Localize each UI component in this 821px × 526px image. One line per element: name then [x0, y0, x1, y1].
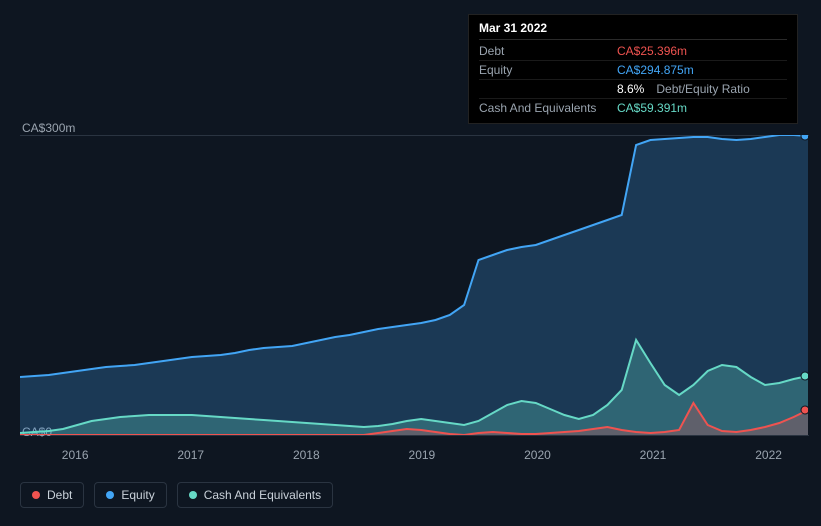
legend-item-cash-and-equivalents[interactable]: Cash And Equivalents: [177, 482, 333, 508]
tooltip-row-label: Equity: [479, 63, 609, 77]
tooltip-row-label: Cash And Equivalents: [479, 101, 609, 115]
x-axis-label: 2018: [293, 448, 320, 462]
tooltip-row-value: CA$25.396m: [617, 44, 687, 58]
chart-legend: Debt Equity Cash And Equivalents: [20, 482, 333, 508]
legend-dot-icon: [106, 491, 114, 499]
end-marker-debt: [801, 406, 808, 414]
x-axis-label: 2020: [524, 448, 551, 462]
end-marker-equity: [801, 135, 808, 140]
tooltip-row-value: 8.6%: [617, 82, 644, 96]
legend-item-label: Equity: [121, 488, 154, 502]
legend-item-label: Cash And Equivalents: [204, 488, 321, 502]
tooltip-row: Equity CA$294.875m: [479, 61, 787, 80]
end-marker-cash-and-equivalents: [801, 372, 808, 380]
tooltip-row-label: Debt: [479, 44, 609, 58]
y-axis-label-max: CA$300m: [22, 121, 75, 135]
legend-dot-icon: [32, 491, 40, 499]
tooltip-row: Cash And Equivalents CA$59.391m: [479, 99, 787, 117]
chart-tooltip: Mar 31 2022 Debt CA$25.396m Equity CA$294.8…: [468, 14, 798, 124]
legend-dot-icon: [189, 491, 197, 499]
x-axis-label: 2019: [409, 448, 436, 462]
legend-item-label: Debt: [47, 488, 72, 502]
tooltip-row-value: CA$59.391m: [617, 101, 687, 115]
x-axis-label: 2022: [755, 448, 782, 462]
tooltip-row-extra: Debt/Equity Ratio: [656, 82, 749, 96]
legend-item-debt[interactable]: Debt: [20, 482, 84, 508]
x-axis-label: 2016: [62, 448, 89, 462]
chart-plot[interactable]: [20, 135, 808, 435]
x-axis-label: 2021: [640, 448, 667, 462]
tooltip-row-label: [479, 82, 609, 96]
tooltip-title: Mar 31 2022: [479, 21, 787, 40]
gridline-bottom: [20, 435, 809, 436]
chart-container: CA$300m CA$0 201620172018201920202021202…: [0, 0, 821, 526]
legend-item-equity[interactable]: Equity: [94, 482, 166, 508]
tooltip-row: Debt CA$25.396m: [479, 42, 787, 61]
tooltip-row-value: CA$294.875m: [617, 63, 694, 77]
x-axis-label: 2017: [177, 448, 204, 462]
tooltip-row: 8.6% Debt/Equity Ratio: [479, 80, 787, 99]
